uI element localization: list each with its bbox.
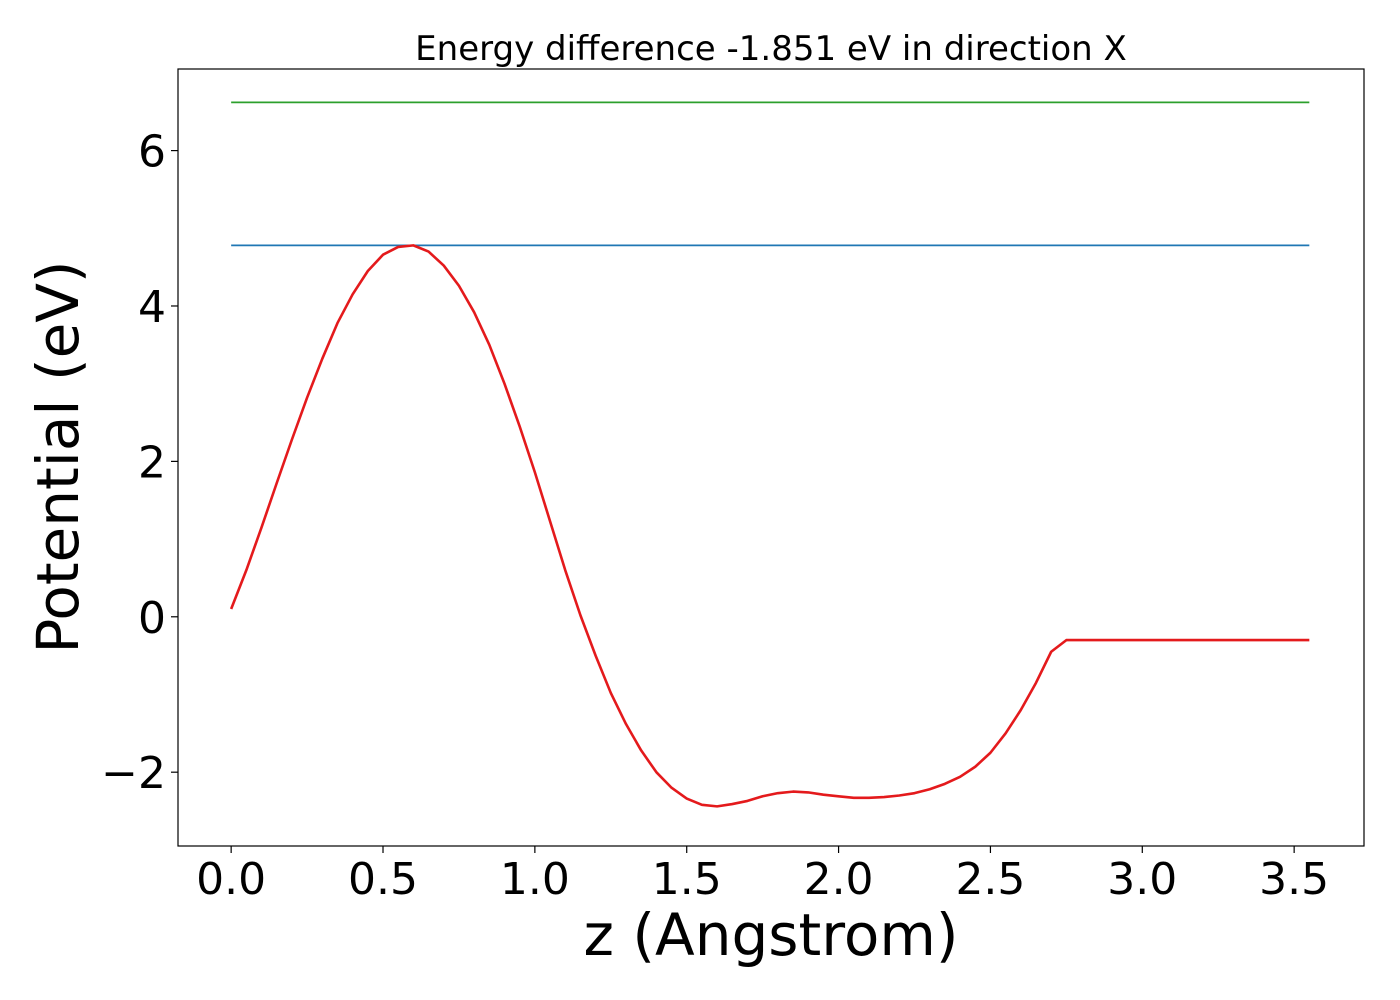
y-tick-label: 0 — [138, 593, 166, 644]
x-tick-label: 1.5 — [652, 854, 722, 905]
y-tick-label: 6 — [138, 127, 166, 178]
x-tick-label: 2.5 — [955, 854, 1025, 905]
x-tick-label: 1.0 — [500, 854, 570, 905]
plot-frame — [177, 68, 1365, 847]
x-tick-label: 3.0 — [1107, 854, 1177, 905]
x-tick-label: 0.0 — [196, 854, 266, 905]
y-tick-label: 4 — [138, 282, 166, 333]
x-axis-label: z (Angstrom) — [584, 901, 959, 969]
series-line-3 — [229, 244, 1310, 808]
x-axis: 0.0 0.5 1.0 1.5 2.0 2.5 3.0 3.5 — [196, 846, 1329, 905]
x-tick-label: 3.5 — [1259, 854, 1329, 905]
chart-title: Energy difference -1.851 eV in direction… — [415, 29, 1127, 69]
y-tick-label: −2 — [101, 748, 166, 799]
y-axis: −2 0 2 4 6 — [101, 127, 178, 799]
y-tick-label: 2 — [138, 437, 166, 488]
x-tick-label: 0.5 — [348, 854, 418, 905]
plot-area — [229, 101, 1310, 808]
y-axis-label: Potential (eV) — [24, 260, 92, 653]
x-tick-label: 2.0 — [804, 854, 874, 905]
